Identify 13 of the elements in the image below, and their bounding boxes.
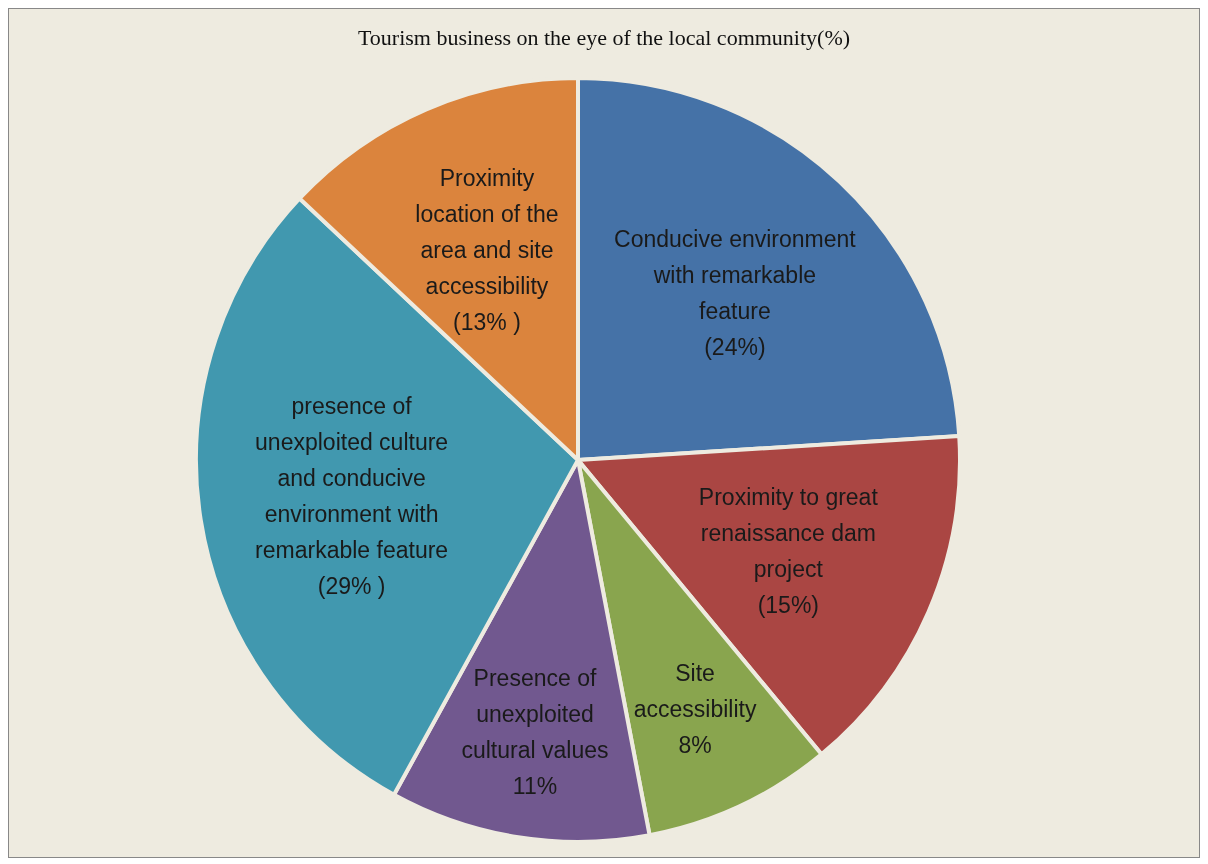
chart-title: Tourism business on the eye of the local community(%) — [356, 25, 852, 51]
slice-label: presence of unexploited culture and conducive environment with remarkable feature — [255, 392, 449, 563]
data-label: (13% ) — [453, 308, 521, 335]
data-label: 11% — [512, 772, 558, 799]
slice-label: Site accessibility — [633, 659, 757, 722]
slice-label: Proximity to great renaissance dam project — [698, 484, 879, 583]
data-label: (15%) — [757, 592, 820, 619]
slice-label: Presence of unexploited cultural values — [461, 664, 609, 763]
data-label: (24%) — [704, 333, 766, 360]
slice-label: Conducive environment with remarkable feature — [614, 225, 857, 324]
data-label: (29% ) — [317, 572, 386, 599]
slice-label: Proximity location of the area and site accessibility — [415, 164, 559, 299]
data-label: 8% — [678, 731, 712, 758]
